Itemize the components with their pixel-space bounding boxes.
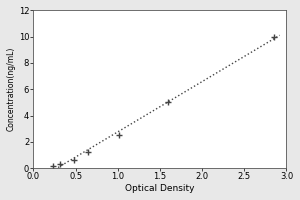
Y-axis label: Concentration(ng/mL): Concentration(ng/mL) [7, 47, 16, 131]
X-axis label: Optical Density: Optical Density [125, 184, 195, 193]
